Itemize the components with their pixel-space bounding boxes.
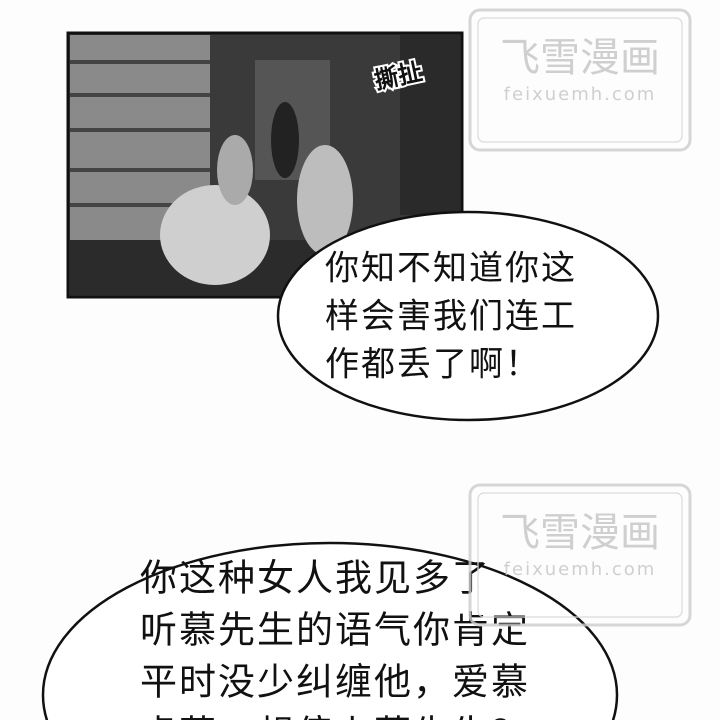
figure <box>217 135 253 205</box>
watermark-frame <box>477 492 683 618</box>
curtain <box>400 35 460 215</box>
dialogue-line: 虚荣，想傍上慕先生？ <box>140 713 530 720</box>
watermark-frame <box>468 483 692 627</box>
dialogue-line: 样会害我们连工 <box>325 297 577 337</box>
dialogue-line: 作都丢了啊！ <box>325 345 541 385</box>
photo-panel: 撕扯 <box>66 31 464 299</box>
figure <box>297 145 353 255</box>
watermark-frame <box>468 8 692 152</box>
shelf-boards <box>70 60 210 207</box>
dialogue-line: 听慕先生的语气你肯定 <box>140 609 530 652</box>
dialogue-line: 你知不知道你这 <box>325 249 577 289</box>
watermark-url: feixuemh.com <box>504 84 657 105</box>
watermark-title: 飞雪漫画 <box>500 35 660 81</box>
watermark-url: feixuemh.com <box>504 559 657 580</box>
watermark-frame <box>477 17 683 143</box>
dialogue-line: 平时没少纠缠他，爱慕 <box>140 661 530 704</box>
watermark-title: 飞雪漫画 <box>500 510 660 556</box>
figure <box>160 185 270 285</box>
dialogue-line: 你这种女人我见多了 <box>140 557 491 600</box>
speech-bubble <box>276 210 660 422</box>
figure <box>271 102 299 178</box>
speech-bubble <box>41 541 619 720</box>
